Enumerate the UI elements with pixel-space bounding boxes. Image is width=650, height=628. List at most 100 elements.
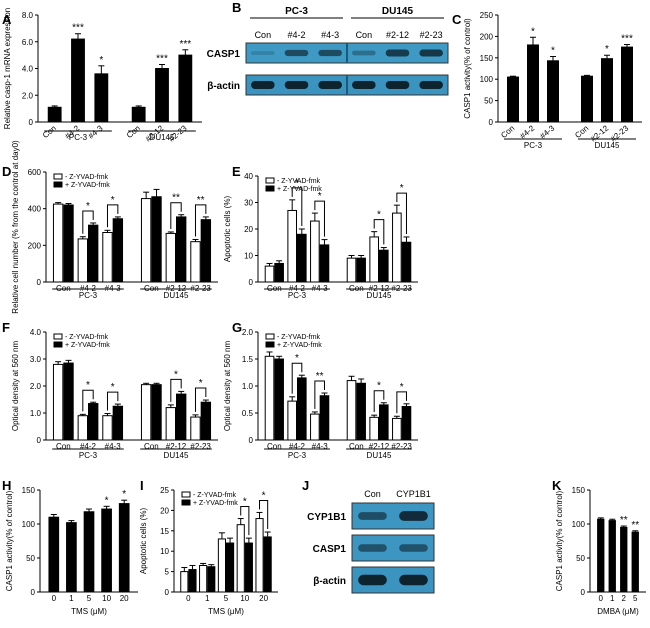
significance-mark: *** [156, 53, 168, 64]
legend-swatch [181, 491, 191, 498]
panel-label: B [232, 0, 241, 15]
legend-label: + Z-YVAD-fmk [277, 186, 322, 193]
blot-band [318, 49, 342, 57]
bar-without-inhibitor [217, 538, 227, 593]
y-tick-label: 2.0 [22, 91, 34, 100]
significance-mark: * [111, 382, 115, 393]
panel-label: I [140, 478, 144, 493]
x-tick-label: 10 [240, 594, 249, 603]
panel-label: D [2, 164, 11, 179]
bar [608, 520, 616, 593]
bar-without-inhibitor [77, 238, 88, 283]
legend-label: - Z-YVAD-fmk [193, 492, 237, 499]
bar-without-inhibitor [140, 198, 152, 283]
significance-mark: * [243, 497, 247, 508]
x-tick-label: 2 [622, 594, 627, 603]
bar [71, 38, 85, 123]
panel-a: A 0 2.0 4.0 6.0 8.0 Relative casp-1 mRNA expre… [2, 8, 202, 144]
bar-with-inhibitor [319, 395, 330, 441]
bar-without-inhibitor [102, 232, 113, 283]
bar-with-inhibitor [356, 257, 366, 283]
significance-mark: * [122, 489, 126, 500]
bar-without-inhibitor [346, 257, 357, 283]
blot-band [251, 81, 275, 89]
significance-mark: ** [631, 520, 639, 531]
significance-mark: * [605, 44, 609, 55]
y-tick-label: 40 [244, 172, 253, 181]
bar-with-inhibitor [88, 224, 99, 283]
panel-label: G [232, 320, 242, 335]
bar-without-inhibitor [236, 524, 245, 593]
legend-label: - Z-YVAD-fmk [65, 174, 109, 181]
significance-mark: * [99, 55, 103, 66]
bar-with-inhibitor [200, 401, 212, 441]
group-label: DU145 [367, 291, 392, 300]
significance-mark: *** [621, 34, 633, 45]
y-tick-label: 50 [26, 554, 35, 563]
x-tick-label: 0 [186, 594, 191, 603]
bar-without-inhibitor [264, 355, 275, 441]
bar-with-inhibitor [176, 393, 187, 441]
lane-label: Con [255, 30, 272, 40]
y-tick-label: 20 [160, 506, 169, 515]
bar-without-inhibitor [190, 241, 201, 283]
bar-without-inhibitor [369, 416, 379, 441]
x-axis-label: DMBA (μM) [597, 607, 639, 616]
blot-band [419, 49, 443, 57]
significance-bracket [170, 378, 182, 402]
y-tick-label: 3.0 [30, 355, 42, 364]
y-tick-label: 0 [37, 436, 42, 445]
bar-with-inhibitor [379, 249, 389, 283]
bar-without-inhibitor [180, 571, 189, 593]
bar-with-inhibitor [401, 241, 412, 283]
significance-mark: *** [179, 39, 191, 50]
y-tick-label: 10 [244, 252, 253, 261]
bar [48, 516, 60, 593]
bar-with-inhibitor [151, 196, 162, 283]
panel-d: D 0 200 400 600 Relative cell number (% from … [2, 140, 218, 314]
bar-without-inhibitor [264, 265, 275, 283]
significance-mark: * [377, 381, 381, 392]
bar-without-inhibitor [102, 415, 113, 441]
significance-bracket [170, 202, 182, 229]
bar-without-inhibitor [369, 236, 379, 283]
bar-without-inhibitor [255, 518, 264, 593]
legend-swatch [265, 177, 275, 184]
significance-bracket [291, 187, 303, 226]
x-tick-label: #4-2 [518, 123, 536, 141]
y-tick-label: 600 [28, 168, 42, 177]
y-tick-label: 150 [22, 486, 36, 495]
lane-label: Con [356, 30, 373, 40]
bar-with-inhibitor [244, 542, 253, 593]
y-axis-label: Optical density at 560 nm [223, 341, 232, 432]
y-tick-label: 0 [249, 278, 254, 287]
legend-label: + Z-YVAD-fmk [277, 342, 322, 349]
bar-with-inhibitor [379, 404, 389, 441]
group-label: PC-3 [79, 451, 98, 460]
bar [621, 46, 633, 123]
significance-mark: * [295, 353, 299, 364]
significance-mark: ** [172, 193, 180, 204]
y-tick-label: 0 [165, 588, 170, 597]
y-axis-label: Apoptotic cells (%) [139, 508, 148, 575]
bar [597, 518, 605, 593]
significance-bracket [291, 362, 303, 394]
bar-without-inhibitor [165, 232, 176, 283]
x-tick-label: 0 [52, 594, 57, 603]
significance-mark: * [199, 378, 203, 389]
legend-label: + Z-YVAD-fmk [193, 500, 238, 507]
blot-band [399, 511, 428, 521]
lane-label: #4-2 [287, 30, 305, 40]
group-label: PC-3 [288, 451, 307, 460]
bar-without-inhibitor [77, 415, 88, 441]
bar [178, 54, 193, 123]
y-tick-label: 2.0 [30, 382, 42, 391]
bar-without-inhibitor [310, 413, 320, 441]
y-tick-label: 2.0 [242, 328, 254, 337]
bar-with-inhibitor [200, 219, 212, 283]
x-tick-label: #2-12 [369, 442, 390, 451]
y-tick-label: 0 [37, 278, 42, 287]
significance-mark: ** [197, 195, 205, 206]
significance-mark: * [86, 201, 90, 212]
